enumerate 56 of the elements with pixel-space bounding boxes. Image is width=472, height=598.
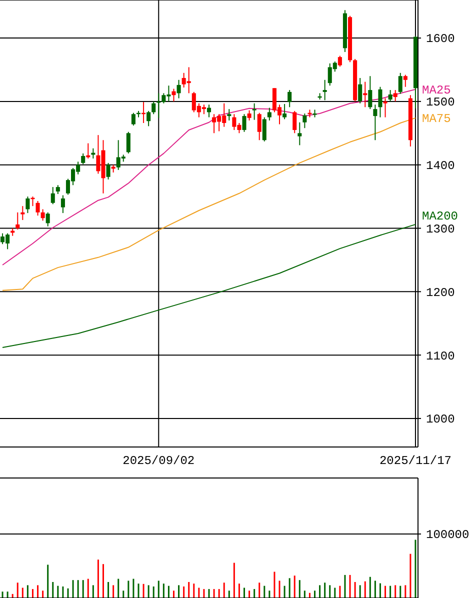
line-series (2, 88, 416, 266)
candlestick (403, 74, 408, 88)
y-tick-label: 1000 (426, 412, 455, 427)
candlestick (373, 104, 378, 141)
series-label: MA25 (422, 84, 451, 98)
candlestick (252, 102, 256, 120)
x-tick-label: 2025/11/17 (379, 454, 452, 468)
candlestick (322, 79, 327, 101)
candlestick (247, 110, 252, 121)
candlestick (288, 90, 292, 108)
candlestick (36, 200, 40, 216)
candlestick (50, 186, 55, 205)
candlestick (131, 112, 136, 126)
candlestick (363, 81, 368, 108)
candlestick (81, 152, 86, 165)
candlestick (282, 103, 287, 120)
series-label: MA200 (422, 209, 458, 224)
candlestick (358, 77, 362, 104)
candlestick (302, 112, 307, 129)
candlestick (227, 108, 232, 121)
candlestick (146, 110, 151, 127)
candlestick (368, 76, 372, 110)
y-tick-label: 1100 (426, 349, 455, 364)
candlestick (126, 131, 130, 154)
candlestick (242, 114, 246, 132)
candlestick (383, 98, 388, 118)
candlestick (60, 194, 65, 214)
candlestick (176, 79, 181, 99)
series-label: MA75 (422, 112, 451, 126)
candlestick (393, 90, 398, 102)
y-tick-label: 1400 (426, 159, 455, 174)
candlestick (20, 206, 25, 221)
candlestick (388, 90, 392, 102)
candlestick (298, 122, 302, 146)
candlestick (106, 162, 110, 180)
candlestick (40, 208, 45, 222)
y-tick-label: 1200 (426, 286, 455, 300)
y-tick-label: 100000 (426, 528, 470, 542)
y-tick-label: 1300 (426, 222, 455, 236)
y-tick-label: 1500 (426, 96, 455, 110)
candlestick (26, 196, 30, 214)
x-tick-label: 2025/09/02 (122, 454, 195, 468)
candlestick (378, 86, 382, 118)
candlestick (398, 72, 402, 94)
y-tick-label: 1600 (426, 32, 455, 46)
candlestick (292, 110, 297, 134)
candlestick (338, 55, 342, 68)
candlestick (267, 107, 272, 121)
line-series (2, 224, 416, 348)
candlestick (262, 116, 266, 142)
candlestick (172, 88, 176, 102)
candlestick (16, 212, 20, 230)
candlestick (46, 212, 50, 227)
candlestick (257, 112, 262, 141)
line-series (2, 117, 416, 291)
candlestick (152, 100, 156, 115)
